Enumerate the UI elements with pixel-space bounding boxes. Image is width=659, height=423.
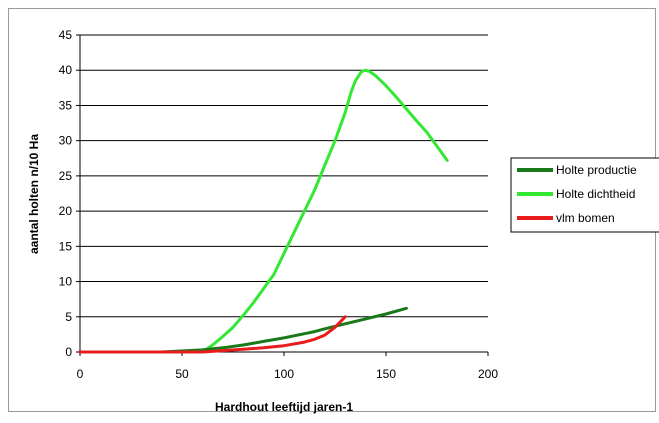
plot-area	[80, 35, 488, 352]
y-tick-label: 40	[59, 63, 73, 77]
x-tick-label: 50	[175, 367, 189, 381]
legend-label: Holte productie	[556, 163, 637, 177]
series-line-1	[78, 68, 449, 354]
legend-label: Holte dichtheid	[556, 187, 635, 201]
legend-label: vlm bomen	[556, 211, 615, 225]
y-axis-title: aantal holten n/10 Ha	[27, 134, 41, 254]
y-tick-label: 15	[59, 239, 73, 253]
y-tick-label: 30	[59, 134, 73, 148]
y-tick-label: 25	[59, 169, 73, 183]
y-tick-label: 10	[59, 275, 73, 289]
y-tick-label: 0	[65, 345, 72, 359]
gridlines	[80, 34, 488, 318]
x-tick-labels: 0 50 100 150 200	[77, 352, 498, 381]
y-tick-labels: 0 5 10 15 20 25 30 35 40 45	[59, 28, 80, 359]
x-tick-label: 200	[478, 367, 498, 381]
y-tick-label: 20	[59, 204, 73, 218]
x-tick-label: 0	[77, 367, 84, 381]
y-tick-label: 45	[59, 28, 73, 42]
x-tick-label: 100	[274, 367, 294, 381]
x-axis-title: Hardhout leeftijd jaren-1	[215, 400, 353, 414]
series-line-2	[78, 315, 347, 354]
legend: Holte productie Holte dichtheid vlm bomen	[510, 157, 659, 233]
y-tick-label: 35	[59, 98, 73, 112]
y-tick-label: 5	[65, 310, 72, 324]
x-tick-label: 150	[376, 367, 396, 381]
series-lines	[78, 68, 449, 354]
